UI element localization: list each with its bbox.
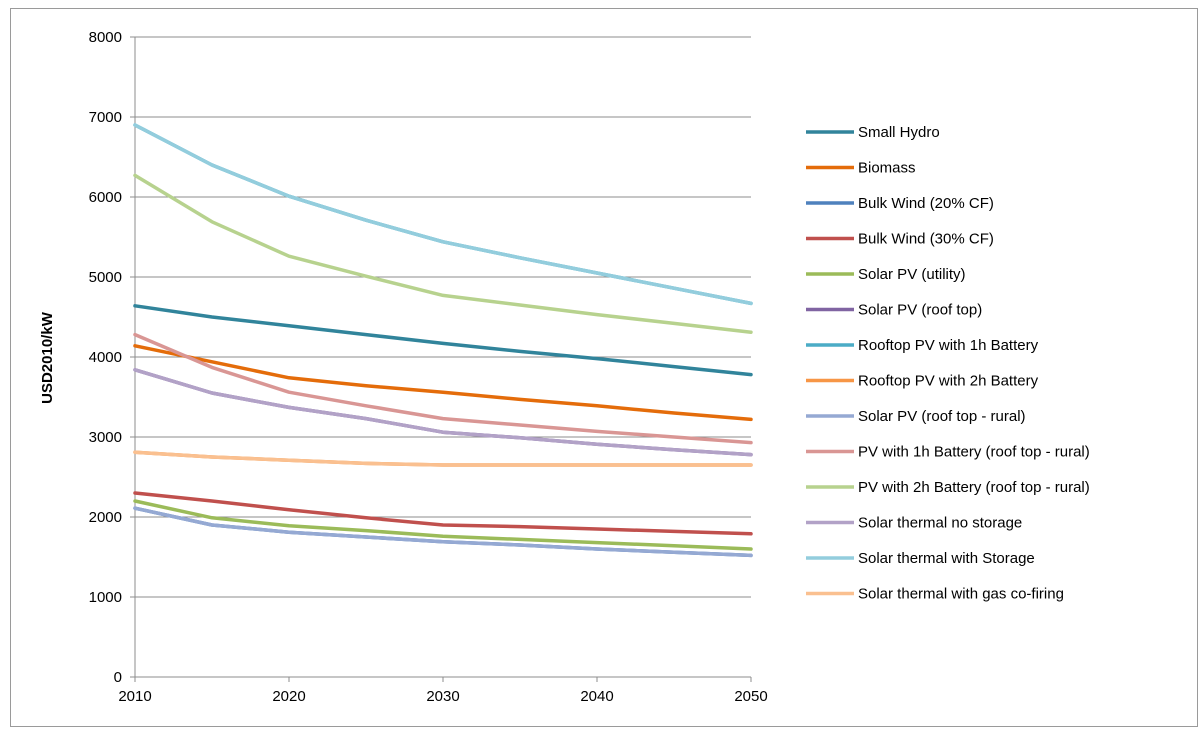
series-line-4 xyxy=(133,499,753,551)
grid-lines xyxy=(130,36,751,678)
y-tick-label: 8000 xyxy=(89,29,122,46)
x-tick-label: 2030 xyxy=(426,688,459,705)
y-tick-label: 2000 xyxy=(89,509,122,526)
legend-label: PV with 1h Battery (roof top - rural) xyxy=(858,444,1090,461)
x-tick-labels: 2010 2020 2030 2040 2050 xyxy=(118,688,767,705)
series-line-8 xyxy=(133,506,753,558)
legend: Small Hydro Biomass Bulk Wind (20% CF) Bulk… xyxy=(806,124,1090,603)
x-tick-label: 2040 xyxy=(580,688,613,705)
legend-label: Rooftop PV with 2h Battery xyxy=(858,373,1039,390)
series-line-11 xyxy=(133,368,753,457)
legend-label: Solar PV (utility) xyxy=(858,266,966,283)
series-line-0 xyxy=(133,304,753,377)
x-tick-label: 2020 xyxy=(272,688,305,705)
series-line-3 xyxy=(133,491,753,536)
series-line-10 xyxy=(133,173,753,334)
y-tick-labels: 0 1000 2000 3000 4000 5000 6000 7000 8000 xyxy=(89,29,122,686)
y-tick-label: 1000 xyxy=(89,589,122,606)
legend-label: Biomass xyxy=(858,160,916,177)
legend-label: Bulk Wind (20% CF) xyxy=(858,195,994,212)
series-line-13 xyxy=(133,450,753,467)
y-tick-label: 3000 xyxy=(89,429,122,446)
y-tick-label: 4000 xyxy=(89,349,122,366)
series-line-12 xyxy=(133,123,753,306)
y-tick-label: 6000 xyxy=(89,189,122,206)
y-tick-label: 5000 xyxy=(89,269,122,286)
series-line-1 xyxy=(133,344,753,422)
legend-label: Small Hydro xyxy=(858,124,940,141)
series-lines xyxy=(133,123,753,558)
legend-label: Solar PV (roof top) xyxy=(858,302,982,319)
legend-label: PV with 2h Battery (roof top - rural) xyxy=(858,479,1090,496)
legend-label: Bulk Wind (30% CF) xyxy=(858,231,994,248)
x-tick-label: 2010 xyxy=(118,688,151,705)
x-tick-label: 2050 xyxy=(734,688,767,705)
legend-label: Solar PV (roof top - rural) xyxy=(858,408,1026,425)
y-tick-label: 7000 xyxy=(89,109,122,126)
legend-label: Solar thermal no storage xyxy=(858,515,1022,532)
legend-label: Solar thermal with Storage xyxy=(858,550,1035,567)
legend-label: Rooftop PV with 1h Battery xyxy=(858,337,1039,354)
series-line-9 xyxy=(133,332,753,445)
y-axis-label: USD2010/kW xyxy=(39,311,56,404)
y-tick-label: 0 xyxy=(114,669,122,686)
axes xyxy=(134,37,752,682)
legend-label: Solar thermal with gas co-firing xyxy=(858,586,1064,603)
